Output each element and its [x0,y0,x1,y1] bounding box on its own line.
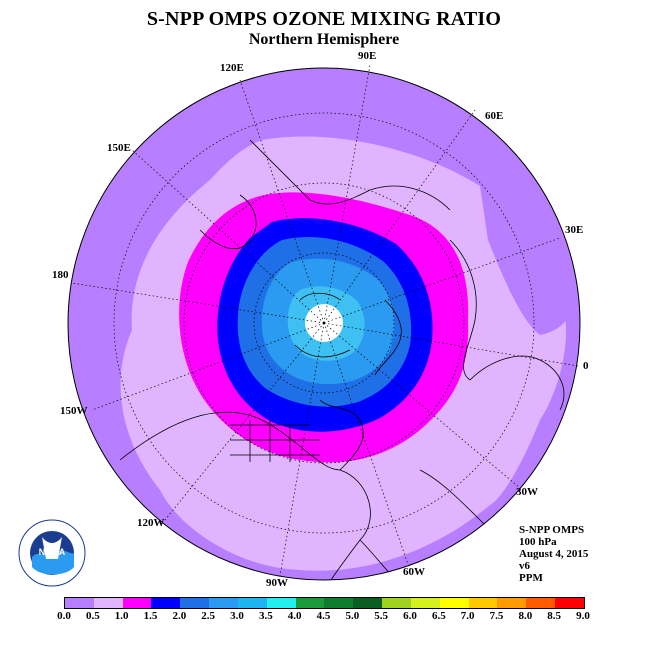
colorbar-segment [526,598,556,608]
lon-label-120w: 120W [137,517,165,529]
colorbar-tick-label: 6.0 [403,610,417,622]
colorbar-tick-label: 9.0 [576,610,590,622]
colorbar-segment [497,598,527,608]
lon-label-90e: 90E [358,50,377,62]
colorbar-segment [266,598,296,608]
lon-label-60e: 60E [485,110,504,122]
colorbar-segment [410,598,440,608]
colorbar-tick-label: 5.5 [374,610,389,622]
noaa-logo: NOAA [18,519,86,587]
colorbar-tick-label: 6.5 [431,610,446,622]
lon-label-150w: 150W [60,405,88,417]
colorbar-tick-label: 1.5 [143,610,158,622]
globe-outline [67,67,581,581]
info-instrument: S-NPP OMPS [519,524,585,536]
lon-label-30w: 30W [516,486,538,498]
colorbar-segment [65,598,94,608]
colorbar-segment [122,598,152,608]
colorbar-tick-label: 8.0 [518,610,533,622]
colorbar-tick-label: 8.5 [547,610,562,622]
colorbar-tick-label: 3.5 [258,610,273,622]
colorbar-segment [353,598,383,608]
lon-label-120e: 120E [220,62,244,74]
colorbar-segment [555,598,584,608]
colorbar-tick-label: 4.0 [287,610,302,622]
colorbar-tick-label: 0.5 [85,610,100,622]
colorbar-tick-label: 7.5 [489,610,504,622]
lon-label-180: 180 [52,269,69,281]
band-0-0.5-lobe [480,184,580,335]
lon-label-60w: 60W [403,566,425,578]
colorbar [64,597,585,609]
colorbar-tick-label: 0.0 [57,610,71,622]
colorbar-segment [382,598,411,608]
colorbar-tick-label: 4.5 [316,610,331,622]
colorbar-segment [151,598,181,608]
colorbar-segment [180,598,210,608]
colorbar-tick-label: 1.0 [114,610,129,622]
chart-title: S-NPP OMPS OZONE MIXING RATIO [146,8,502,30]
lon-label-90w: 90W [266,577,288,589]
colorbar-segment [93,598,123,608]
colorbar-tick-label: 7.0 [460,610,475,622]
colorbar-segment [439,598,469,608]
lon-label-0: 0 [583,360,589,372]
colorbar-segment [468,598,498,608]
colorbar-ticks: 0.0 0.5 1.0 1.5 2.0 2.5 3.0 3.5 4.0 4.5 5.0 5.5 6.0 6… [57,610,590,624]
colorbar-segment [295,598,325,608]
chart-subtitle: Northern Hemisphere [248,31,400,48]
info-pressure: 100 hPa [519,536,557,548]
lon-label-150e: 150E [107,142,131,154]
info-version: v6 [519,560,530,572]
colorbar-segment [324,598,354,608]
info-units: PPM [519,572,543,584]
colorbar-tick-label: 3.0 [230,610,244,622]
colorbar-tick-label: 2.5 [201,610,216,622]
lon-label-30e: 30E [565,224,584,236]
noaa-logo-text: NOAA [39,547,66,557]
colorbar-segment [209,598,238,608]
coastlines [119,139,565,580]
colorbar-tick-label: 2.0 [172,610,187,622]
info-box: S-NPP OMPS 100 hPa August 4, 2015 v6 PPM [519,524,588,584]
colorbar-segment [237,598,267,608]
info-date: August 4, 2015 [519,548,589,560]
colorbar-tick-label: 5.0 [345,610,360,622]
graticule [71,64,579,577]
